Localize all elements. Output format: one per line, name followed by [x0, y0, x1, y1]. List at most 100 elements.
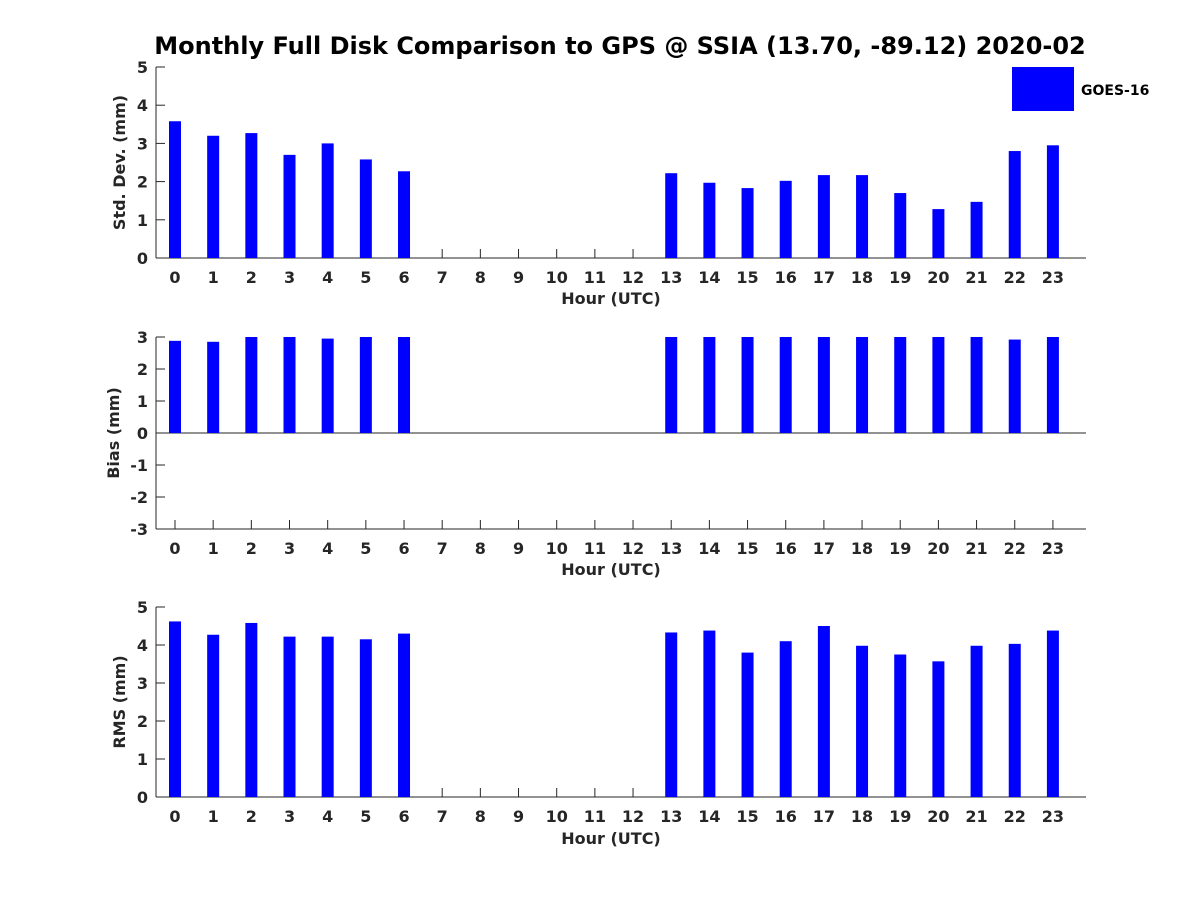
bias-x-tick-label: 14 [698, 539, 720, 558]
bias-x-tick-label: 15 [736, 539, 758, 558]
rms-x-tick-label: 7 [437, 807, 448, 826]
std-dev-x-tick-label: 3 [284, 268, 295, 287]
bias-x-tick-label: 0 [169, 539, 180, 558]
bias-x-tick-label: 18 [851, 539, 873, 558]
bias-bar-hour-17 [817, 337, 830, 433]
bias-bar-hour-13 [665, 337, 678, 433]
std-dev-bar-hour-23 [1046, 145, 1059, 258]
std-dev-x-tick-label: 22 [1004, 268, 1026, 287]
rms-bar-hour-23 [1046, 630, 1059, 797]
std-dev-x-tick-label: 10 [546, 268, 568, 287]
rms-x-tick-label: 12 [622, 807, 644, 826]
rms-bar-hour-16 [779, 641, 792, 797]
rms-y-tick-label: 1 [137, 750, 148, 769]
bias-x-tick-label: 4 [322, 539, 333, 558]
bias-x-tick-label: 9 [513, 539, 524, 558]
bias-x-tick-label: 1 [208, 539, 219, 558]
bias-bar-hour-23 [1046, 337, 1059, 433]
bias-x-tick-label: 19 [889, 539, 911, 558]
rms-x-tick-label: 10 [546, 807, 568, 826]
std-dev-x-tick-label: 15 [736, 268, 758, 287]
std-dev-y-tick-label: 1 [137, 211, 148, 230]
rms-x-tick-label: 3 [284, 807, 295, 826]
std-dev-x-tick-label: 9 [513, 268, 524, 287]
rms-y-tick-label: 2 [137, 712, 148, 731]
rms-x-tick-label: 4 [322, 807, 333, 826]
rms-x-tick-label: 8 [475, 807, 486, 826]
rms-bar-hour-2 [245, 622, 258, 797]
rms-x-tick-label: 5 [360, 807, 371, 826]
rms-x-tick-label: 6 [398, 807, 409, 826]
std-dev-x-tick-label: 17 [813, 268, 835, 287]
std-dev-x-tick-label: 21 [965, 268, 987, 287]
rms-x-tick-label: 17 [813, 807, 835, 826]
rms-x-tick-label: 14 [698, 807, 720, 826]
std-dev-x-tick-label: 0 [169, 268, 180, 287]
bias-x-tick-label: 3 [284, 539, 295, 558]
bias-bar-hour-18 [856, 337, 869, 433]
rms-bar-hour-17 [817, 626, 830, 797]
rms-y-tick-label: 0 [137, 788, 148, 807]
std-dev-x-tick-label: 14 [698, 268, 720, 287]
rms-bar-hour-20 [932, 661, 945, 797]
rms-y-axis-label: RMS (mm) [110, 655, 129, 748]
rms-bar-hour-1 [207, 634, 220, 797]
rms-x-axis-label: Hour (UTC) [561, 829, 661, 848]
std-dev-bar-hour-22 [1008, 151, 1021, 258]
bias-bar-hour-21 [970, 337, 983, 433]
chart-title: Monthly Full Disk Comparison to GPS @ SS… [154, 32, 1086, 60]
std-dev-x-tick-label: 12 [622, 268, 644, 287]
bias-bar-hour-5 [359, 337, 372, 433]
bias-bar-hour-6 [398, 337, 411, 433]
std-dev-x-tick-label: 20 [927, 268, 949, 287]
legend-swatch-goes-16 [1012, 67, 1074, 111]
std-dev-x-tick-label: 1 [208, 268, 219, 287]
std-dev-y-axis-label: Std. Dev. (mm) [110, 95, 129, 230]
rms-x-tick-label: 18 [851, 807, 873, 826]
bias-y-axis-label: Bias (mm) [104, 387, 123, 479]
std-dev-x-tick-label: 7 [437, 268, 448, 287]
std-dev-y-tick-label: 4 [137, 96, 148, 115]
bias-bar-hour-1 [207, 341, 220, 433]
bias-y-tick-label: 0 [137, 424, 148, 443]
std-dev-x-tick-label: 13 [660, 268, 682, 287]
std-dev-bar-hour-21 [970, 201, 983, 258]
rms-bar-hour-6 [398, 633, 411, 797]
rms-x-tick-label: 19 [889, 807, 911, 826]
std-dev-bar-hour-1 [207, 135, 220, 258]
std-dev-x-tick-label: 5 [360, 268, 371, 287]
bias-bar-hour-16 [779, 337, 792, 433]
std-dev-bar-hour-3 [283, 154, 296, 258]
rms-x-tick-label: 13 [660, 807, 682, 826]
bias-x-tick-label: 16 [775, 539, 797, 558]
bias-y-tick-label: 3 [137, 328, 148, 347]
bias-x-tick-label: 10 [546, 539, 568, 558]
rms-y-tick-label: 3 [137, 674, 148, 693]
bias-bar-hour-0 [169, 340, 181, 433]
rms-x-tick-label: 16 [775, 807, 797, 826]
rms-bar-hour-0 [169, 621, 181, 797]
bias-bar-hour-20 [932, 337, 945, 433]
bias-bar-hour-2 [245, 337, 258, 433]
bias-bar-hour-4 [321, 338, 334, 433]
std-dev-bar-hour-19 [894, 193, 907, 258]
rms-x-tick-label: 2 [246, 807, 257, 826]
bias-x-tick-label: 7 [437, 539, 448, 558]
std-dev-x-tick-label: 4 [322, 268, 333, 287]
rms-y-tick-label: 4 [137, 636, 148, 655]
bias-y-tick-label: -1 [130, 456, 148, 475]
std-dev-x-tick-label: 2 [246, 268, 257, 287]
bias-x-tick-label: 21 [965, 539, 987, 558]
std-dev-x-tick-label: 6 [398, 268, 409, 287]
std-dev-y-tick-label: 3 [137, 134, 148, 153]
bias-y-tick-label: 1 [137, 392, 148, 411]
std-dev-y-tick-label: 2 [137, 173, 148, 192]
std-dev-bar-hour-5 [359, 159, 372, 258]
bias-x-tick-label: 22 [1004, 539, 1026, 558]
bias-x-tick-label: 17 [813, 539, 835, 558]
std-dev-x-tick-label: 19 [889, 268, 911, 287]
bias-bar-hour-14 [703, 337, 716, 433]
rms-bar-hour-18 [856, 645, 869, 797]
